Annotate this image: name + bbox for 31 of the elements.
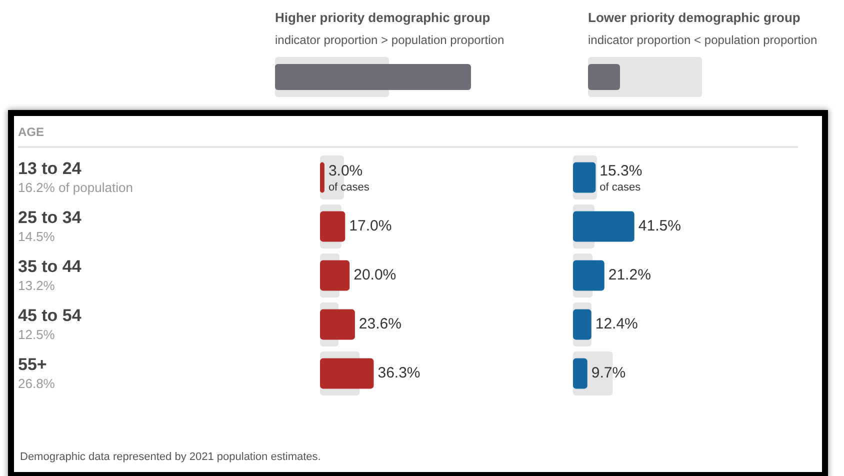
- bar: [573, 260, 604, 291]
- bar: [573, 211, 634, 242]
- bar: [573, 309, 592, 340]
- data-label: 3.0% of cases: [328, 162, 370, 194]
- y-tick-label: 35 to 44 13.2%: [18, 257, 82, 294]
- data-label: 9.7%: [591, 364, 626, 382]
- text: indicator proportion > population proportion: [275, 33, 504, 47]
- data-label: 23.6%: [358, 316, 402, 333]
- bar: [320, 260, 350, 291]
- bar: [573, 162, 596, 193]
- y-tick-label: 13 to 24 16.2% of population: [18, 159, 133, 196]
- bar: [320, 211, 346, 242]
- data-label: 15.3% of cases: [600, 162, 642, 194]
- text: AGE: [18, 125, 44, 139]
- bar: [320, 358, 374, 389]
- data-label: 17.0%: [349, 218, 392, 235]
- y-tick-label: 45 to 54 12.5%: [18, 306, 82, 342]
- bar: [320, 309, 355, 340]
- text: Lower priority demographic group: [588, 10, 800, 25]
- data-label: 20.0%: [354, 266, 396, 284]
- bar: [573, 358, 588, 389]
- text: Higher priority demographic group: [275, 10, 490, 25]
- text: Demographic data represented by 2021 population estimates.: [20, 451, 321, 463]
- y-tick-label: 55+ 26.8%: [18, 355, 56, 392]
- text: indicator proportion < population proportion: [588, 33, 818, 47]
- bar: [320, 162, 324, 193]
- data-label: 41.5%: [638, 218, 681, 235]
- data-label: 12.4%: [595, 316, 638, 333]
- data-label: 36.3%: [378, 364, 420, 382]
- y-tick-label: 25 to 34 14.5%: [18, 208, 82, 244]
- data-label: 21.2%: [608, 266, 651, 284]
